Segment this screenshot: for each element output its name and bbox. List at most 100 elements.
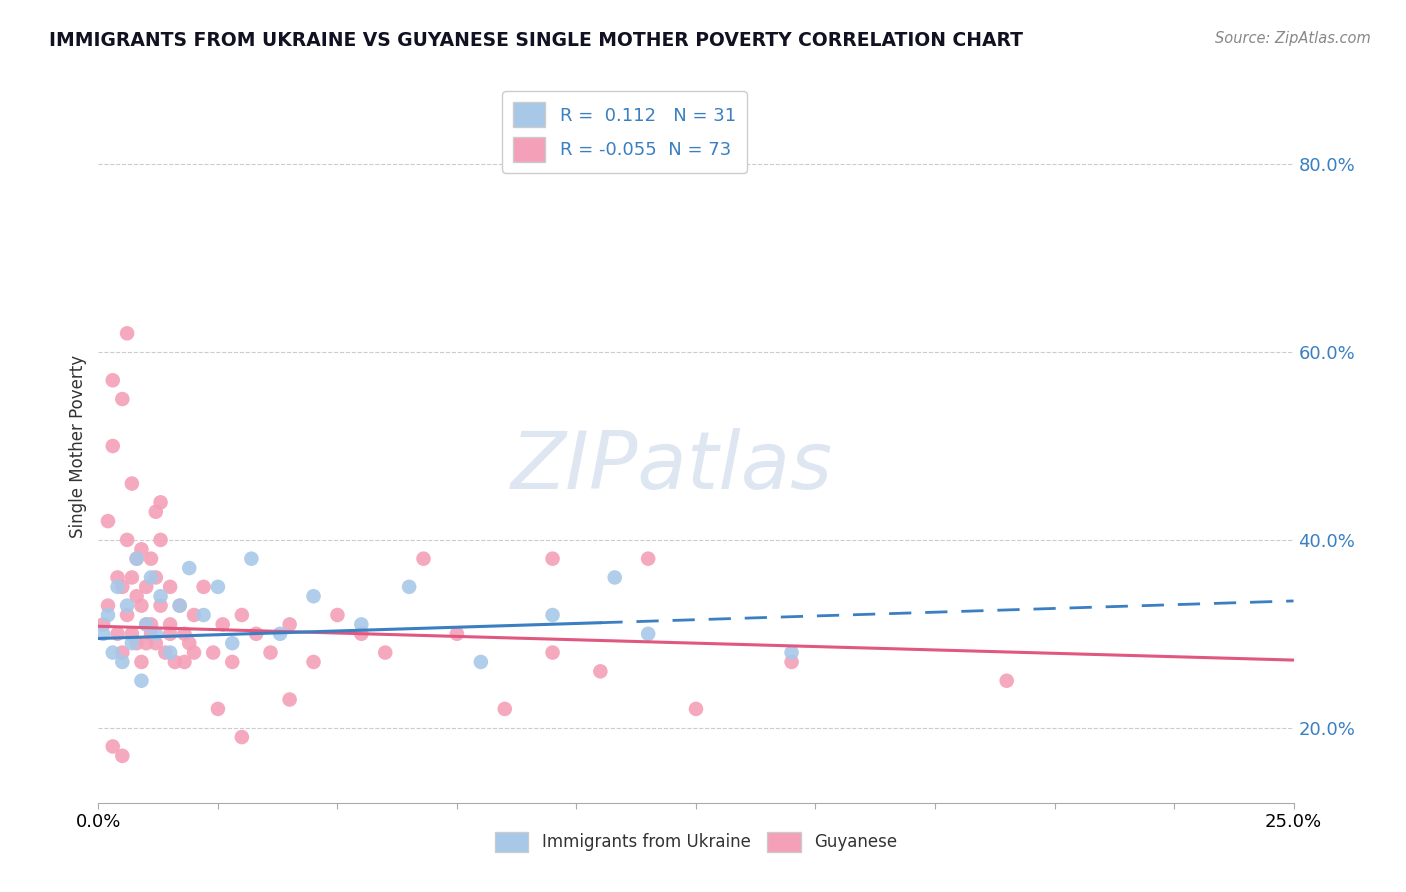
Point: [179, 636, 201, 650]
Point: [131, 599, 153, 613]
Point: [97, 607, 120, 622]
Point: [107, 627, 129, 641]
Point: [302, 655, 325, 669]
Legend: Immigrants from Ukraine, Guyanese: Immigrants from Ukraine, Guyanese: [488, 825, 904, 859]
Point: [541, 646, 564, 660]
Point: [155, 646, 177, 660]
Point: [278, 617, 301, 632]
Point: [202, 646, 225, 660]
Point: [135, 580, 157, 594]
Point: [159, 627, 181, 641]
Point: [269, 627, 291, 641]
Point: [159, 580, 181, 594]
Point: [111, 580, 134, 594]
Point: [111, 392, 134, 406]
Point: [101, 739, 124, 754]
Point: [780, 646, 803, 660]
Point: [245, 627, 267, 641]
Point: [97, 599, 120, 613]
Point: [240, 551, 263, 566]
Y-axis label: Single Mother Poverty: Single Mother Poverty: [69, 354, 87, 538]
Point: [541, 607, 564, 622]
Point: [139, 627, 162, 641]
Point: [637, 551, 659, 566]
Point: [115, 533, 138, 547]
Point: [135, 636, 157, 650]
Point: [121, 636, 143, 650]
Text: ZIPatlas: ZIPatlas: [510, 428, 834, 507]
Point: [221, 636, 243, 650]
Point: [589, 665, 612, 679]
Text: IMMIGRANTS FROM UKRAINE VS GUYANESE SINGLE MOTHER POVERTY CORRELATION CHART: IMMIGRANTS FROM UKRAINE VS GUYANESE SING…: [49, 31, 1024, 50]
Point: [685, 702, 707, 716]
Point: [231, 730, 253, 744]
Point: [995, 673, 1018, 688]
Point: [125, 589, 148, 603]
Point: [91, 617, 114, 632]
Point: [169, 599, 191, 613]
Point: [221, 655, 243, 669]
Point: [259, 646, 281, 660]
Point: [207, 702, 229, 716]
Point: [541, 551, 564, 566]
Point: [159, 617, 181, 632]
Point: [125, 551, 148, 566]
Point: [780, 655, 803, 669]
Point: [139, 551, 162, 566]
Point: [101, 646, 124, 660]
Point: [302, 589, 325, 603]
Point: [149, 589, 172, 603]
Point: [350, 627, 373, 641]
Point: [179, 561, 201, 575]
Point: [125, 636, 148, 650]
Point: [121, 627, 143, 641]
Point: [121, 476, 143, 491]
Point: [326, 607, 349, 622]
Point: [183, 646, 205, 660]
Point: [446, 627, 468, 641]
Point: [193, 607, 215, 622]
Point: [169, 599, 191, 613]
Text: Source: ZipAtlas.com: Source: ZipAtlas.com: [1215, 31, 1371, 46]
Point: [145, 505, 167, 519]
Point: [173, 627, 195, 641]
Point: [111, 748, 134, 763]
Point: [107, 580, 129, 594]
Point: [163, 655, 186, 669]
Point: [139, 617, 162, 632]
Point: [398, 580, 420, 594]
Point: [101, 439, 124, 453]
Point: [470, 655, 492, 669]
Point: [115, 326, 138, 341]
Point: [125, 551, 148, 566]
Point: [231, 607, 253, 622]
Point: [115, 607, 138, 622]
Point: [149, 533, 172, 547]
Point: [350, 617, 373, 632]
Point: [494, 702, 516, 716]
Point: [173, 655, 195, 669]
Point: [111, 655, 134, 669]
Point: [91, 627, 114, 641]
Point: [115, 599, 138, 613]
Point: [145, 636, 167, 650]
Point: [183, 607, 205, 622]
Point: [149, 599, 172, 613]
Point: [145, 627, 167, 641]
Point: [101, 373, 124, 387]
Point: [139, 570, 162, 584]
Point: [159, 646, 181, 660]
Point: [374, 646, 396, 660]
Point: [107, 570, 129, 584]
Point: [111, 646, 134, 660]
Point: [603, 570, 626, 584]
Point: [207, 580, 229, 594]
Point: [412, 551, 434, 566]
Point: [131, 542, 153, 557]
Point: [149, 495, 172, 509]
Point: [145, 570, 167, 584]
Point: [193, 580, 215, 594]
Point: [121, 570, 143, 584]
Point: [637, 627, 659, 641]
Point: [211, 617, 233, 632]
